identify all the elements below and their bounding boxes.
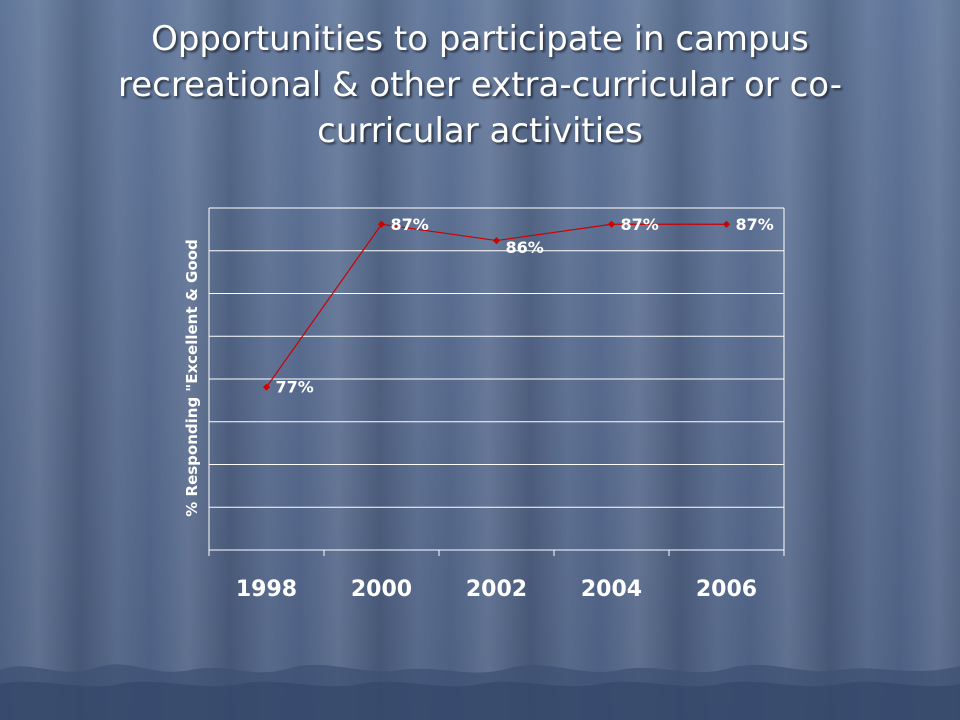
gridlines [208, 207, 785, 551]
x-tick-label: 2002 [466, 577, 527, 602]
x-tick-label: 2006 [696, 577, 757, 602]
data-label: 87% [621, 215, 659, 234]
data-point-marker [492, 237, 501, 245]
x-tick-label: 2000 [351, 577, 412, 602]
x-axis-tick-marks [208, 550, 785, 556]
curtain-floor [0, 664, 960, 720]
x-tick-label: 1998 [236, 577, 297, 602]
data-point-marker [722, 220, 731, 228]
data-label: 86% [506, 238, 544, 257]
x-axis-tick-labels: 1998 2000 2002 2004 2006 [236, 577, 757, 602]
data-point-marker [377, 220, 386, 228]
data-label: 77% [276, 378, 314, 397]
data-point-marker [262, 383, 271, 391]
data-labels: 77% 87% 86% 87% 87% [276, 215, 774, 397]
data-label: 87% [736, 215, 774, 234]
series-line [266, 223, 727, 388]
data-point-marker [607, 220, 616, 228]
data-label: 87% [391, 215, 429, 234]
data-markers [262, 220, 731, 391]
slide-title: Opportunities to participate in campus r… [118, 19, 842, 151]
x-tick-label: 2004 [581, 577, 642, 602]
